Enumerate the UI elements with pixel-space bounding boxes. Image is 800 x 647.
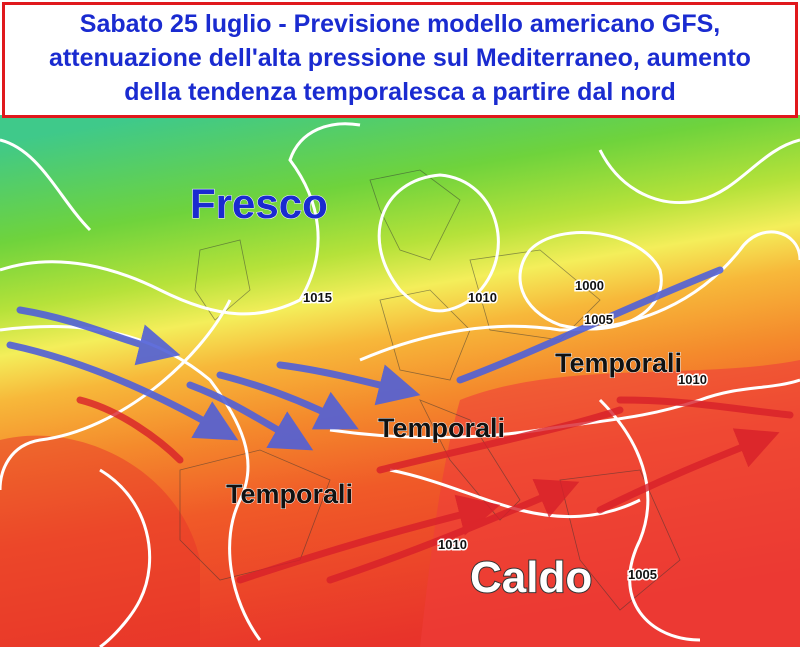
- isobars: [0, 122, 800, 647]
- isobar-label: 1000: [575, 278, 604, 293]
- cold-flow-arrows: [6, 266, 724, 451]
- isobar-label: 1005: [584, 312, 613, 327]
- isobar-label: 1010: [678, 372, 707, 387]
- isobar-label: 1005: [628, 567, 657, 582]
- hot-zone: [0, 435, 200, 647]
- title-line: Sabato 25 luglio - Previsione modello am…: [79, 10, 721, 38]
- storm-label: Temporali: [378, 413, 505, 443]
- header: Sabato 25 luglio - Previsione modello am…: [2, 2, 798, 118]
- title-line: della tendenza temporalesca a partire da…: [124, 78, 676, 106]
- storm-label: Temporali: [555, 348, 682, 378]
- warm-flow-arrows: [76, 396, 794, 584]
- isobar-label: 1015: [303, 290, 332, 305]
- region-label: Fresco: [190, 180, 328, 227]
- title-line: attenuazione dell'alta pressione sul Med…: [49, 44, 751, 72]
- storm-label: Temporali: [226, 479, 353, 509]
- isobar-label: 1010: [438, 537, 467, 552]
- isobar-label: 1010: [468, 290, 497, 305]
- region-label: Caldo: [470, 553, 592, 602]
